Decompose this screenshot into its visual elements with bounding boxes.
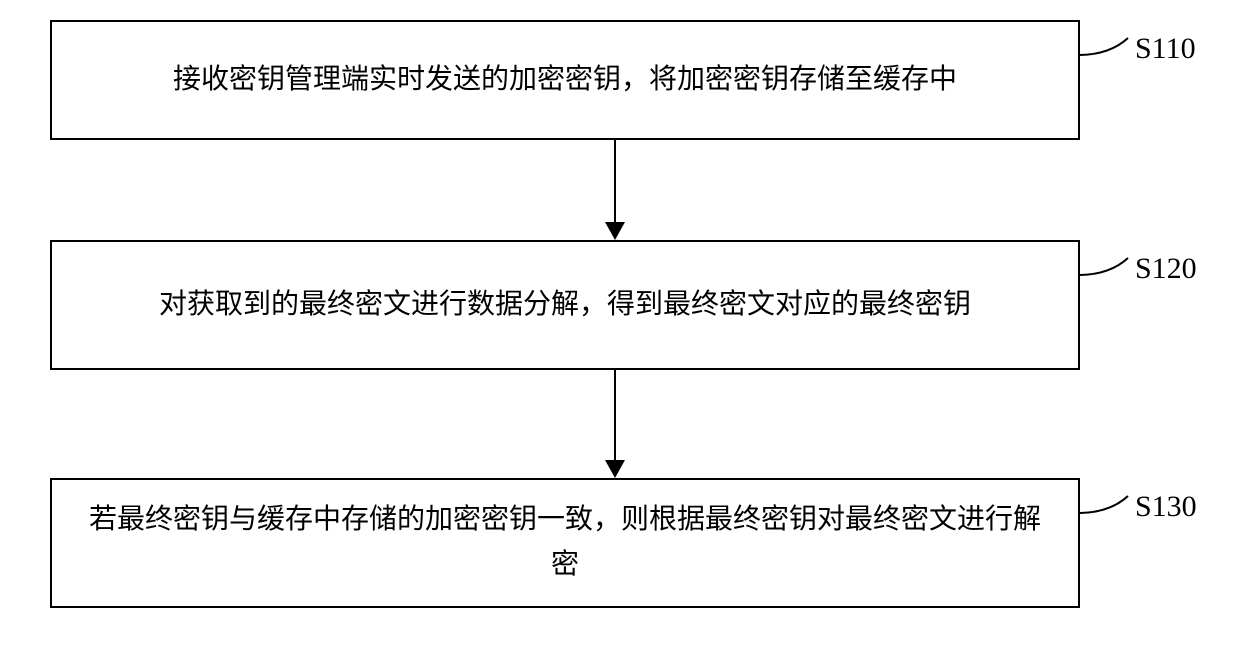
leader-line-s130: [1080, 491, 1138, 528]
flow-arrow-1: [595, 140, 635, 240]
leader-line-s110: [1080, 33, 1138, 70]
step-label-s110: S110: [1135, 32, 1196, 66]
flow-step-text: 对获取到的最终密文进行数据分解，得到最终密文对应的最终密钥: [159, 283, 971, 328]
flow-step-text: 接收密钥管理端实时发送的加密密钥，将加密密钥存储至缓存中: [173, 58, 957, 103]
step-label-s130: S130: [1135, 490, 1197, 524]
step-label-s120: S120: [1135, 252, 1197, 286]
flow-step-s120: 对获取到的最终密文进行数据分解，得到最终密文对应的最终密钥: [50, 240, 1080, 370]
flow-arrow-2: [595, 370, 635, 478]
flow-step-s130: 若最终密钥与缓存中存储的加密密钥一致，则根据最终密钥对最终密文进行解密: [50, 478, 1080, 608]
flow-step-text: 若最终密钥与缓存中存储的加密密钥一致，则根据最终密钥对最终密文进行解密: [80, 498, 1050, 588]
flow-step-s110: 接收密钥管理端实时发送的加密密钥，将加密密钥存储至缓存中: [50, 20, 1080, 140]
leader-line-s120: [1080, 253, 1138, 290]
